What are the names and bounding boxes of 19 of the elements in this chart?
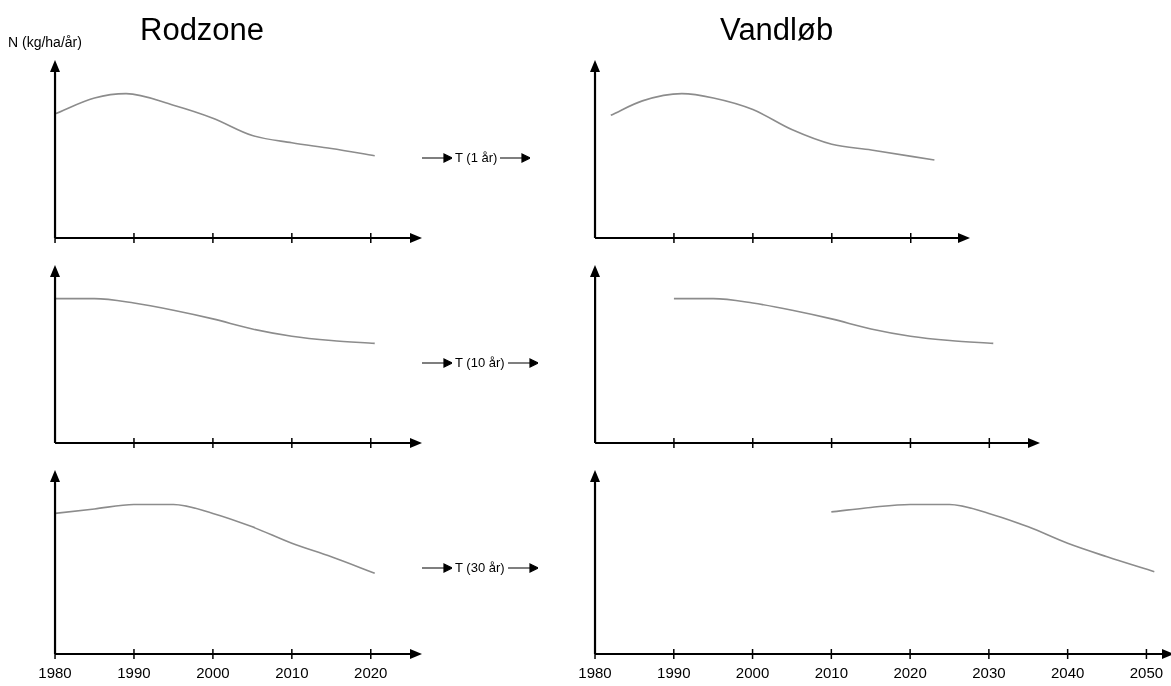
x-tick-label: 2010 bbox=[275, 664, 309, 682]
text: T (10 år) bbox=[455, 355, 505, 370]
x-tick-label: 2020 bbox=[354, 664, 388, 682]
text: T (1 år) bbox=[455, 150, 498, 165]
x-tick-label: 2050 bbox=[1129, 664, 1164, 682]
x-tick-label: 1990 bbox=[117, 664, 151, 682]
x-tick-label: 1980 bbox=[38, 664, 72, 682]
y-axis-title: N (kg/ha/år) bbox=[8, 34, 82, 50]
x-tick-label: 2000 bbox=[196, 664, 230, 682]
text: T (30 år) bbox=[455, 560, 505, 575]
x-tick-label: 1980 bbox=[578, 664, 612, 682]
x-tick-label: 2010 bbox=[814, 664, 849, 682]
chart-title: Vandløb bbox=[720, 12, 834, 48]
x-tick-label: 1990 bbox=[657, 664, 691, 682]
x-tick-label: 2000 bbox=[735, 664, 770, 682]
chart-title: Rodzone bbox=[140, 12, 265, 48]
x-tick-label: 2040 bbox=[1050, 664, 1085, 682]
x-tick-label: 2020 bbox=[893, 664, 927, 682]
x-tick-label: 2030 bbox=[972, 664, 1006, 682]
